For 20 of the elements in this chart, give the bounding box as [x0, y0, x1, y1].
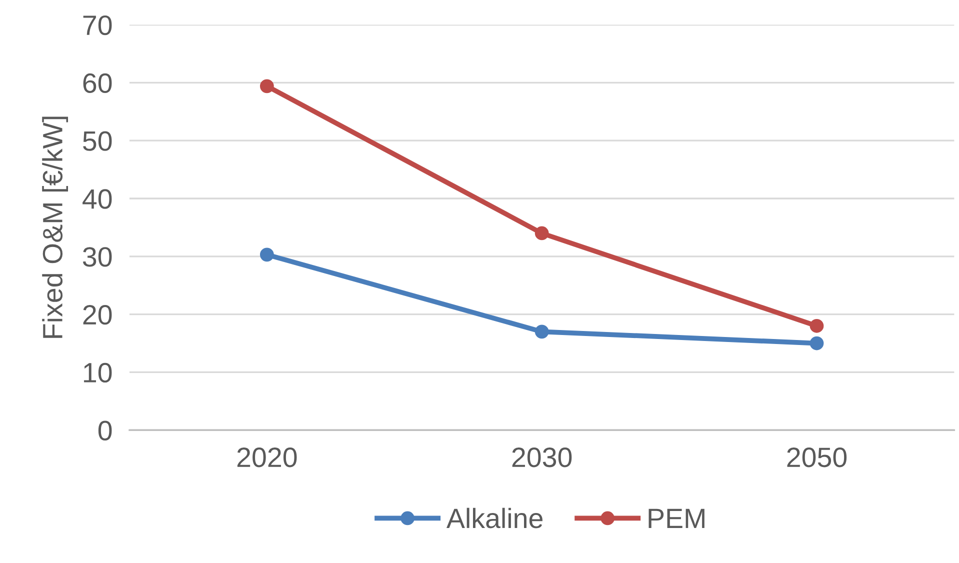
- point: [260, 79, 274, 94]
- point: [810, 336, 824, 350]
- x-tick-label: 2050: [787, 448, 847, 468]
- point: [534, 324, 549, 339]
- y-tick-label: 0: [98, 420, 112, 440]
- y-tick-label: 40: [82, 189, 112, 209]
- point: [810, 318, 824, 333]
- x-tick-label: 2020: [237, 448, 297, 468]
- y-tick-label: 50: [83, 131, 112, 151]
- x-tick-label: 2030: [512, 448, 572, 468]
- y-tick-label: 10: [84, 362, 112, 383]
- point: [534, 226, 549, 240]
- y-tick-label: 30: [82, 247, 112, 267]
- y-tick-label: 70: [83, 15, 112, 36]
- y-axis-title: Fixed O&M [€/kW]: [42, 116, 68, 338]
- legend-label: PEM: [648, 508, 704, 528]
- y-tick-label: 20: [83, 304, 112, 325]
- y-tick-label: 60: [83, 73, 112, 94]
- point: [260, 248, 274, 262]
- legend-label: Alkaline: [446, 508, 542, 528]
